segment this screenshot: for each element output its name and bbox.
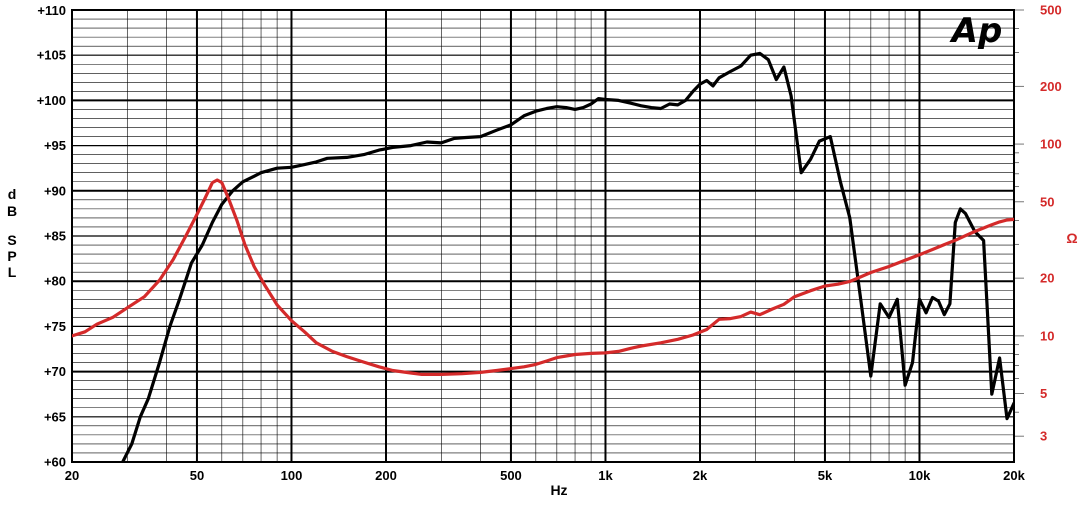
y-tick-label-left: +75 [44,319,66,334]
y-tick-label-left: +110 [37,3,66,18]
y-tick-label-left: +70 [44,364,66,379]
spl-curve [121,51,1014,462]
x-tick-label: 100 [281,468,303,483]
y-tick-label-left: +65 [44,409,66,424]
y-tick-label-right: 3 [1040,429,1047,444]
y-tick-label-right: 50 [1040,194,1054,209]
y-tick-label-right: 10 [1040,328,1054,343]
y-tick-label-right: 500 [1040,3,1062,18]
x-tick-label: 2k [693,468,708,483]
y-tick-label-left: +80 [44,274,66,289]
grid [72,9,1024,463]
y-axis-title-left-char: L [8,264,17,280]
x-tick-label: 50 [190,468,204,483]
curves [72,51,1014,462]
x-tick-label: 500 [500,468,522,483]
x-tick-label: 10k [909,468,931,483]
y-tick-label-right: 100 [1040,137,1062,152]
x-tick-label: 200 [375,468,397,483]
x-tick-label: 1k [598,468,613,483]
y-tick-label-right: 200 [1040,79,1062,94]
y-tick-label-left: +85 [44,229,66,244]
y-axis-title-left-char: P [7,248,16,264]
plot-border [71,9,1015,463]
y-tick-label-right: 20 [1040,271,1054,286]
y-axis-title-left-char: d [8,186,17,202]
x-tick-label: 20 [65,468,79,483]
logo-mark: Ap [949,11,1003,51]
axis-labels: +110 +105 +100 +95 +90 +85 +80 +75 +70 +65 +60 500 2… [37,3,1062,484]
x-tick-label: 5k [818,468,833,483]
x-tick-label: 20k [1003,468,1025,483]
y-axis-title-left-char: S [7,232,16,248]
x-axis-title: Hz [550,482,567,498]
impedance-curve [72,178,1014,376]
y-tick-label-left: +60 [44,455,66,470]
y-tick-label-left: +90 [44,183,66,198]
y-tick-label-left: +105 [37,48,66,63]
y-tick-label-left: +95 [44,138,66,153]
y-tick-label-left: +100 [37,93,66,108]
y-axis-title-left-char: B [7,203,17,219]
y-tick-label-right: 5 [1040,386,1047,401]
y-axis-title-right: Ω [1066,230,1077,246]
